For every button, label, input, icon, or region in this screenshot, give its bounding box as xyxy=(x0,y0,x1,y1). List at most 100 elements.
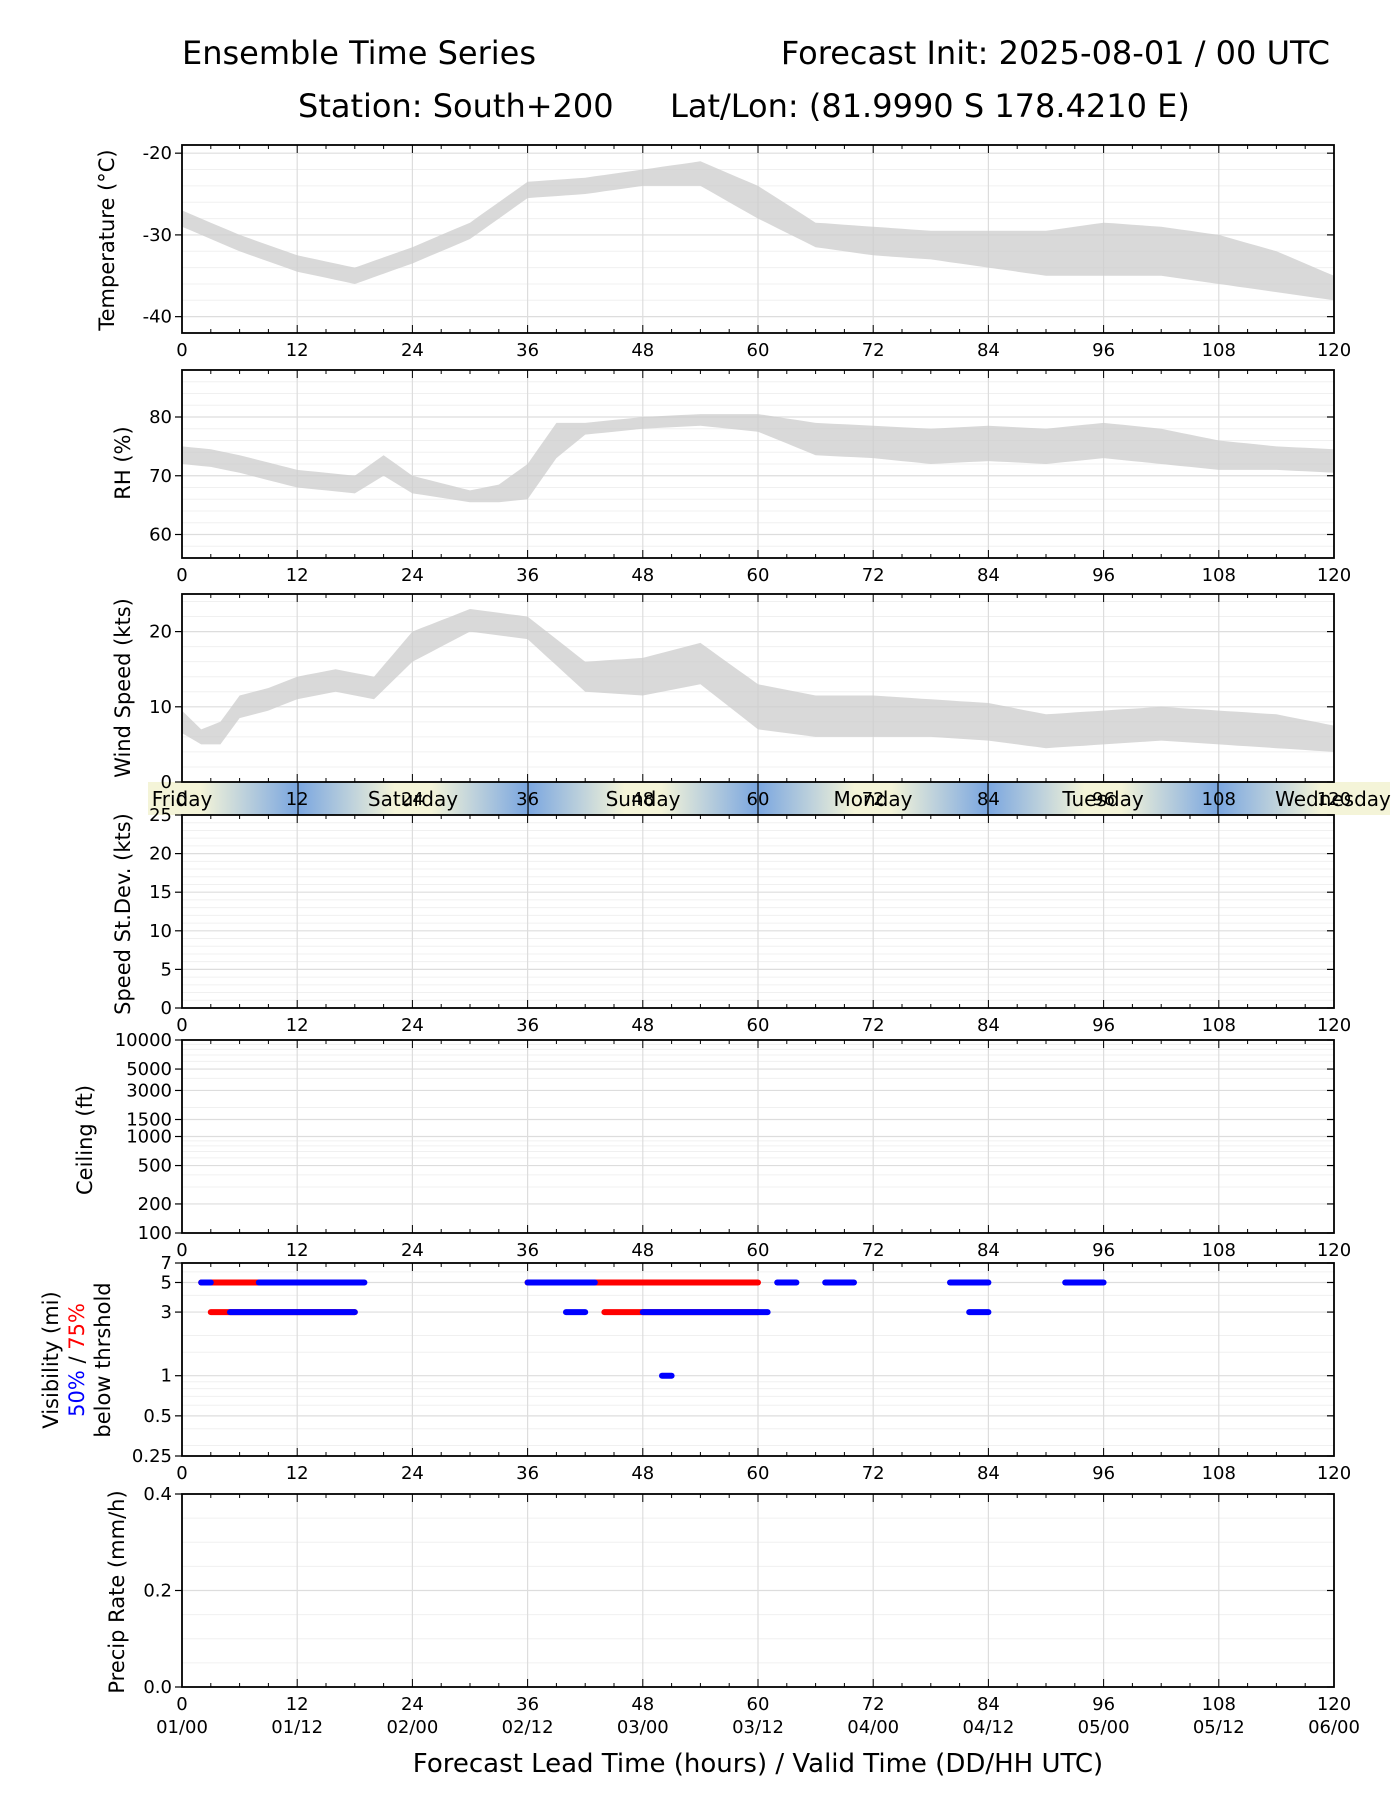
x-tick-label: 96 xyxy=(1092,1694,1115,1715)
x-tick-label: 24 xyxy=(401,565,424,586)
x-tick-label: 72 xyxy=(862,1463,885,1484)
x-tick-label: 108 xyxy=(1202,1240,1236,1261)
visibility-threshold-pct-label: 50% / 75% xyxy=(65,1303,89,1417)
x-tick-label: 0 xyxy=(176,340,187,361)
x-tick-label: 36 xyxy=(516,1694,539,1715)
y-tick-label: 500 xyxy=(138,1156,172,1177)
x-tick-label: 84 xyxy=(977,1240,1000,1261)
x-tick-label: 120 xyxy=(1317,1694,1351,1715)
x-tick-label: 72 xyxy=(862,340,885,361)
x-tick-label: 36 xyxy=(516,789,539,810)
valid-time-label: 02/12 xyxy=(502,1717,554,1738)
x-tick-label: 96 xyxy=(1092,565,1115,586)
visibility-ylabel: Visibility (mi) xyxy=(39,1291,63,1428)
rh-panel: 60 70 80 0 12 24 36 48 60 72 84 96 108 120 xyxy=(149,369,1351,586)
y-tick-label: 0 xyxy=(161,998,172,1019)
x-tick-label: 48 xyxy=(631,1694,654,1715)
x-tick-label: 60 xyxy=(747,340,770,361)
x-tick-label: 108 xyxy=(1202,565,1236,586)
x-tick-label: 108 xyxy=(1202,1694,1236,1715)
title-left: Ensemble Time Series xyxy=(182,34,536,72)
x-tick-label: 108 xyxy=(1202,340,1236,361)
x-tick-label: 72 xyxy=(862,565,885,586)
precip-ylabel: Precip Rate (mm/h) xyxy=(105,1490,129,1693)
x-tick-label: 0 xyxy=(176,1694,187,1715)
wind-ylabel: Wind Speed (kts) xyxy=(111,598,135,778)
plot-frame xyxy=(181,369,1335,559)
valid-time-label: 01/00 xyxy=(156,1717,208,1738)
x-tick-label: 120 xyxy=(1317,565,1351,586)
x-tick-label: 60 xyxy=(747,789,770,810)
x-tick-label: 84 xyxy=(977,1015,1000,1036)
valid-time-label: 03/12 xyxy=(732,1717,784,1738)
y-tick-label: 70 xyxy=(149,466,172,487)
y-tick-label: 15 xyxy=(149,882,172,903)
day-label-sunday: Sunday xyxy=(606,787,681,811)
spread-band xyxy=(182,609,1334,752)
x-tick-label: 0 xyxy=(176,1463,187,1484)
x-tick-label: 12 xyxy=(286,789,309,810)
day-cell xyxy=(1218,782,1390,815)
x-tick-label: 120 xyxy=(1317,1463,1351,1484)
x-tick-label: 24 xyxy=(401,340,424,361)
plot-frame xyxy=(181,814,1335,1009)
x-tick-label: 0 xyxy=(176,789,187,810)
x-tick-label: 120 xyxy=(1317,1240,1351,1261)
x-tick-label: 84 xyxy=(977,1463,1000,1484)
x-tick-label: 96 xyxy=(1092,340,1115,361)
y-tick-label: 0.25 xyxy=(132,1446,172,1467)
title-right: Forecast Init: 2025-08-01 / 00 UTC xyxy=(781,34,1330,72)
x-tick-label: 36 xyxy=(516,1015,539,1036)
valid-time-label: 02/00 xyxy=(386,1717,438,1738)
x-tick-label: 0 xyxy=(176,1015,187,1036)
x-tick-label: 72 xyxy=(862,1240,885,1261)
x-tick-label: 24 xyxy=(401,1015,424,1036)
y-tick-label: 80 xyxy=(149,407,172,428)
series-group xyxy=(182,161,1334,301)
x-tick-label: 36 xyxy=(516,565,539,586)
plot-frame xyxy=(181,144,1335,334)
x-tick-label: 108 xyxy=(1202,789,1236,810)
y-tick-label: 1 xyxy=(161,1366,172,1387)
valid-time-label: 04/00 xyxy=(847,1717,899,1738)
x-tick-label: 72 xyxy=(862,1015,885,1036)
x-tick-label: 84 xyxy=(977,340,1000,361)
y-tick-label: 0 xyxy=(161,772,172,793)
valid-time-label: 01/12 xyxy=(271,1717,323,1738)
pct50-label: 50% xyxy=(65,1370,89,1417)
x-tick-label: 120 xyxy=(1317,340,1351,361)
series-group xyxy=(182,414,1334,503)
day-label-monday: Monday xyxy=(834,787,913,811)
x-tick-label: 48 xyxy=(631,1240,654,1261)
precip-rate-panel: 0.0 0.2 0.4 0 12 24 36 48 60 72 84 96 108 120 01/00 01/… xyxy=(143,1484,1360,1738)
x-tick-label: 48 xyxy=(631,1015,654,1036)
speed-stdev-panel: 0 5 10 15 20 25 0 12 24 36 48 60 72 84 96 108 120 xyxy=(149,805,1351,1036)
x-tick-label: 0 xyxy=(176,565,187,586)
y-tick-label: 5 xyxy=(161,959,172,980)
x-tick-label: 36 xyxy=(516,340,539,361)
x-tick-label: 12 xyxy=(286,340,309,361)
x-tick-label: 108 xyxy=(1202,1015,1236,1036)
day-cell xyxy=(528,782,758,815)
day-label-saturday: Saturday xyxy=(368,787,458,811)
x-tick-label: 12 xyxy=(286,565,309,586)
y-tick-label: 0.4 xyxy=(143,1484,172,1505)
day-cell xyxy=(758,782,988,815)
x-tick-label: 48 xyxy=(631,789,654,810)
visibility-threshold-label: below thrshold xyxy=(91,1282,115,1437)
y-tick-label: -20 xyxy=(143,143,172,164)
x-tick-label: 0 xyxy=(176,1240,187,1261)
day-label-tuesday: Tuesday xyxy=(1061,787,1144,811)
visibility-panel: 0.25 0.5 1 3 57 0 12 24 36 48 60 72 84 96 108 120 xyxy=(132,1253,1351,1484)
x-tick-label: 60 xyxy=(747,1240,770,1261)
valid-time-label: 03/00 xyxy=(617,1717,669,1738)
x-tick-label: 72 xyxy=(862,789,885,810)
valid-time-label: 05/12 xyxy=(1193,1717,1245,1738)
x-tick-label: 84 xyxy=(977,1694,1000,1715)
x-tick-label: 60 xyxy=(747,1694,770,1715)
y-tick-label: -30 xyxy=(143,225,172,246)
valid-time-label: 04/12 xyxy=(962,1717,1014,1738)
pct75-label: 75% xyxy=(65,1303,89,1350)
